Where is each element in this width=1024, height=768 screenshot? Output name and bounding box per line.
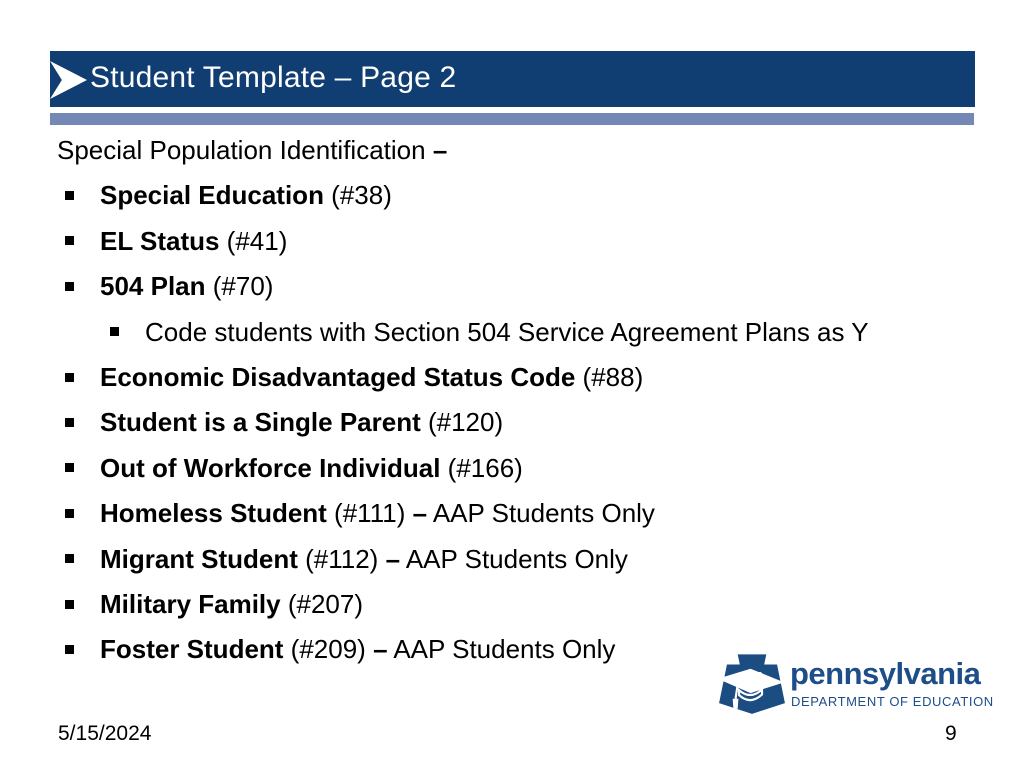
- bullet-square-icon: [65, 599, 74, 609]
- bullet-square-icon: [65, 281, 74, 291]
- heading-label: Special Population Identification: [57, 135, 433, 165]
- list-item: Homeless Student (#111) – AAP Students O…: [57, 491, 994, 536]
- bullet-square-icon: [65, 372, 74, 382]
- slide-title: Student Template – Page 2: [90, 61, 457, 94]
- list-item: Special Education (#38): [57, 173, 994, 218]
- accent-band: [50, 113, 974, 125]
- logo-subtitle-text: DEPARTMENT OF EDUCATION: [791, 694, 994, 709]
- bullet-square-icon: [65, 644, 74, 654]
- heading-dash: –: [432, 135, 448, 165]
- list-item: Code students with Section 504 Service A…: [57, 310, 994, 355]
- list-item: Foster Student (#209) – AAP Students Onl…: [57, 627, 994, 672]
- pa-keystone-icon: [717, 654, 785, 714]
- list-item-text: Foster Student (#209) – AAP Students Onl…: [100, 634, 616, 665]
- section-heading: Special Population Identification –: [57, 128, 994, 173]
- section-heading-text: Special Population Identification –: [57, 135, 447, 165]
- slide-title-bar: Student Template – Page 2: [50, 51, 975, 107]
- bullet-square-icon: [65, 554, 74, 564]
- page-number: 9: [945, 722, 957, 745]
- chevron-right-icon: [50, 61, 87, 99]
- list-item-text: 504 Plan (#70): [100, 271, 274, 302]
- list-item-text: Homeless Student (#111) – AAP Students O…: [100, 498, 655, 529]
- slide-body: Special Population Identification – Spec…: [57, 128, 994, 673]
- logo-brand-text: pennsylvania: [790, 656, 981, 691]
- list-item: EL Status (#41): [57, 219, 994, 264]
- bullet-square-icon: [65, 463, 74, 473]
- list-item-text: Migrant Student (#112) – AAP Students On…: [100, 543, 628, 574]
- list-item-text: Student is a Single Parent (#120): [100, 407, 504, 438]
- list-item: Out of Workforce Individual (#166): [57, 446, 994, 491]
- list-item: Student is a Single Parent (#120): [57, 400, 994, 445]
- list-item: Migrant Student (#112) – AAP Students On…: [57, 537, 994, 582]
- bullet-square-icon: [65, 191, 74, 201]
- bullet-square-icon: [65, 236, 74, 246]
- list-item: 504 Plan (#70): [57, 264, 994, 309]
- list-item: Military Family (#207): [57, 582, 994, 627]
- bullet-square-icon: [110, 327, 119, 337]
- bullet-list: Special Education (#38) EL Status (#41) …: [57, 173, 994, 672]
- bullet-square-icon: [65, 418, 74, 428]
- list-item-text: Out of Workforce Individual (#166): [100, 452, 523, 483]
- list-item-text: EL Status (#41): [100, 225, 288, 256]
- list-item-text: Special Education (#38): [100, 180, 392, 211]
- list-item-text: Economic Disadvantaged Status Code (#88): [100, 361, 644, 392]
- footer-date: 5/15/2024: [58, 722, 152, 745]
- list-item-text: Code students with Section 504 Service A…: [145, 316, 869, 347]
- list-item-text: Military Family (#207): [100, 588, 364, 619]
- bullet-square-icon: [65, 508, 74, 518]
- list-item: Economic Disadvantaged Status Code (#88): [57, 355, 994, 400]
